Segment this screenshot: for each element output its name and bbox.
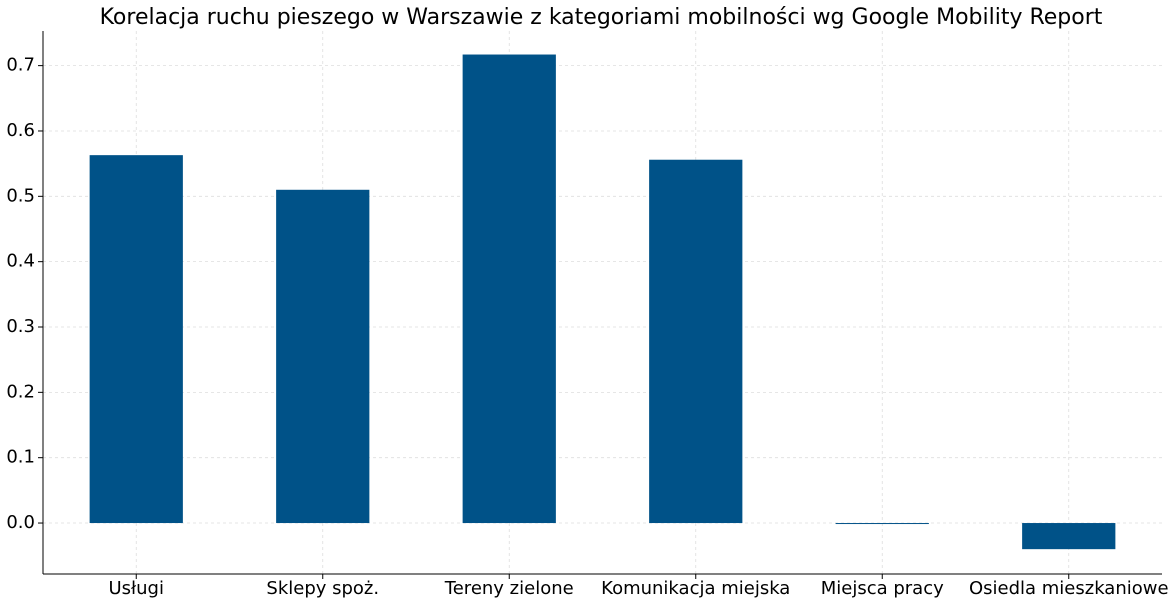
x-tick-label: Usługi xyxy=(108,578,164,599)
x-tick-label: Sklepy spoż. xyxy=(266,578,379,599)
x-tick-label: Komunikacja miejska xyxy=(601,578,790,599)
x-tick-label: Miejsca pracy xyxy=(821,578,944,599)
bar xyxy=(462,54,556,524)
bar xyxy=(89,155,183,524)
y-tick-label: 0.7 xyxy=(6,55,35,76)
y-tick-label: 0.6 xyxy=(6,120,35,141)
bar xyxy=(1022,523,1116,550)
y-tick-label: 0.0 xyxy=(6,512,35,533)
chart-title: Korelacja ruchu pieszego w Warszawie z k… xyxy=(100,5,1103,30)
bar xyxy=(649,159,743,524)
y-tick-label: 0.1 xyxy=(6,447,35,468)
y-tick-label: 0.2 xyxy=(6,381,35,402)
y-tick-label: 0.4 xyxy=(6,251,35,272)
x-tick-label: Tereny zielone xyxy=(444,578,574,599)
bar xyxy=(835,523,929,525)
y-tick-label: 0.3 xyxy=(6,316,35,337)
bar xyxy=(276,189,370,524)
x-tick-label: Osiedla mieszkaniowe xyxy=(969,578,1169,599)
y-tick-label: 0.5 xyxy=(6,185,35,206)
